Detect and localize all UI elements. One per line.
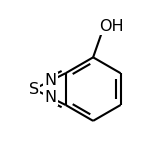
Text: OH: OH — [99, 19, 123, 34]
Text: N: N — [44, 73, 56, 88]
Text: N: N — [44, 90, 56, 105]
Text: S: S — [29, 82, 39, 97]
